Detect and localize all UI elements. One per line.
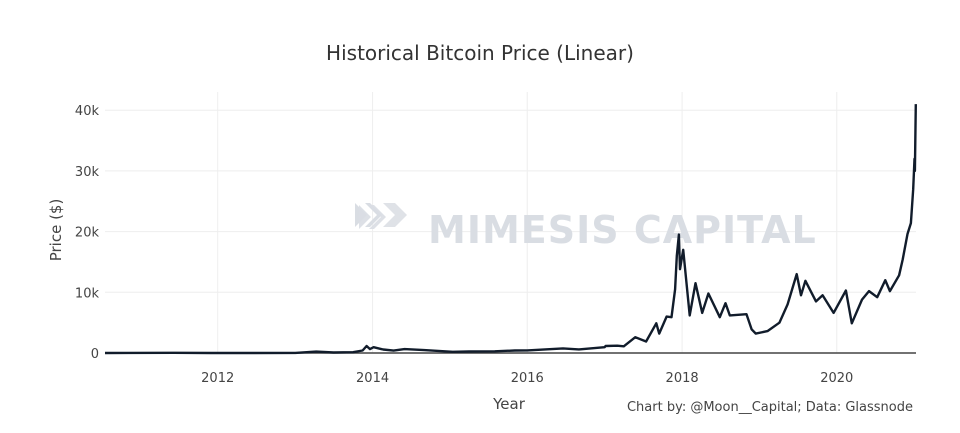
series-line-price xyxy=(104,104,917,355)
y-axis-title: Price ($) xyxy=(47,199,65,262)
y-tick-label: 20k xyxy=(75,226,100,241)
x-tick-label: 2016 xyxy=(511,371,544,386)
y-axis-ticks: 0 10k 20k 30k 40k xyxy=(75,104,100,362)
x-tick-label: 2020 xyxy=(820,371,853,386)
watermark: MIMESIS CAPITAL xyxy=(355,203,817,252)
y-tick-label: 10k xyxy=(75,286,100,301)
y-tick-label: 30k xyxy=(75,165,100,180)
chart-title: Historical Bitcoin Price (Linear) xyxy=(326,41,634,65)
watermark-text: MIMESIS CAPITAL xyxy=(428,208,817,252)
x-axis-ticks: 2012 2014 2016 2018 2020 xyxy=(201,371,853,386)
x-tick-label: 2014 xyxy=(356,371,389,386)
mimesis-logo-icon xyxy=(355,203,407,229)
x-tick-label: 2012 xyxy=(201,371,234,386)
chart-credit: Chart by: @Moon__Capital; Data: Glassnod… xyxy=(627,400,913,415)
x-tick-label: 2018 xyxy=(666,371,699,386)
x-axis-title: Year xyxy=(492,395,526,413)
y-tick-label: 40k xyxy=(75,104,100,119)
y-tick-label: 0 xyxy=(91,347,99,362)
